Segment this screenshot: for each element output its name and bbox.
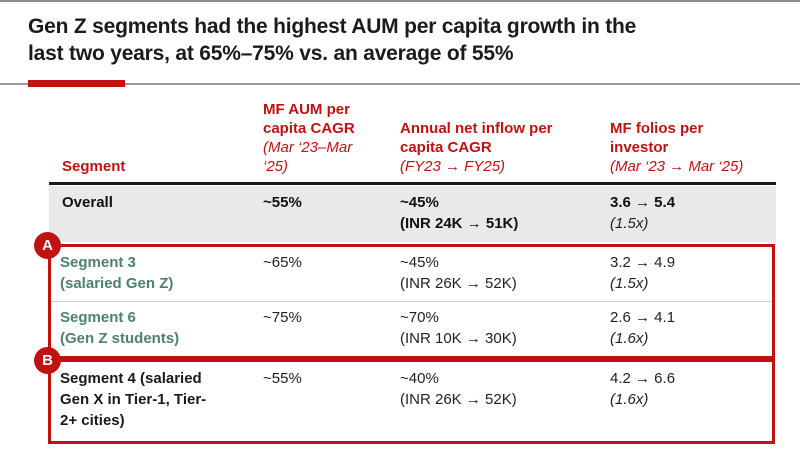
segment6-folios-cell: 2.6 → 4.1 (1.6x) <box>610 307 772 349</box>
column-header-inflow-cagr-label: Annual net inflow per capita CAGR <box>400 120 553 156</box>
highlight-box-b: B Segment 4 (salaried Gen X in Tier-1, T… <box>34 347 775 444</box>
table-row-segment-3: Segment 3 (salaried Gen Z) ~65% ~45% (IN… <box>51 247 772 301</box>
divider-line <box>0 83 800 85</box>
overall-segment-cell: Overall <box>49 192 263 234</box>
segment6-aum-value: ~75% <box>263 309 302 326</box>
column-header-segment-label: Segment <box>62 158 126 175</box>
overall-aum-value: ~55% <box>263 194 302 211</box>
badge-a: A <box>34 232 61 259</box>
segment4-folios-value: 4.2 → 6.6 <box>610 370 676 387</box>
segment6-name: Segment 6 (Gen Z students) <box>60 309 180 347</box>
segment6-aum-cell: ~75% <box>263 307 400 349</box>
column-header-inflow-cagr-period: (FY23 → FY25) <box>400 158 506 175</box>
column-header-segment: Segment <box>49 157 263 176</box>
table-row-overall: Overall ~55% ~45% (INR 24K → 51K) 3.6 → … <box>49 186 776 242</box>
top-border-line <box>0 0 800 2</box>
segment4-folios-cell: 4.2 → 6.6 (1.6x) <box>610 368 772 431</box>
slide-title: Gen Z segments had the highest AUM per c… <box>28 15 637 65</box>
segment4-aum-value: ~55% <box>263 370 302 387</box>
segment3-folios-value: 3.2 → 4.9 <box>610 254 676 271</box>
segment6-folios-value: 2.6 → 4.1 <box>610 309 676 326</box>
segment4-inflow-value: ~40% <box>400 370 439 387</box>
segment6-inflow-range: (INR 10K → 30K) <box>400 330 517 347</box>
title-divider <box>0 80 800 87</box>
overall-inflow-value: ~45% <box>400 194 439 211</box>
table-row-segment-4: Segment 4 (salaried Gen X in Tier-1, Tie… <box>51 362 772 441</box>
table-header-row: Segment MF AUM per capita CAGR (Mar ‘23–… <box>49 100 776 185</box>
segment6-inflow-value: ~70% <box>400 309 439 326</box>
segment3-inflow-cell: ~45% (INR 26K → 52K) <box>400 252 610 294</box>
segment3-folios-cell: 3.2 → 4.9 (1.5x) <box>610 252 772 294</box>
highlight-boxes: A Segment 3 (salaried Gen Z) ~65% ~45% (… <box>34 232 775 444</box>
overall-folios-cell: 3.6 → 5.4 (1.5x) <box>610 192 776 234</box>
segment3-aum-cell: ~65% <box>263 252 400 294</box>
overall-segment-name: Overall <box>62 194 113 211</box>
segment3-folios-multiple: (1.5x) <box>610 275 649 292</box>
badge-b: B <box>34 347 61 374</box>
segment4-name-cell: Segment 4 (salaried Gen X in Tier-1, Tie… <box>60 368 263 431</box>
segment4-name: Segment 4 (salaried Gen X in Tier-1, Tie… <box>60 370 207 429</box>
column-header-folios-period: (Mar ‘23 → Mar ‘25) <box>610 158 744 175</box>
column-header-folios: MF folios per investor (Mar ‘23 → Mar ‘2… <box>610 119 776 176</box>
overall-folios-value: 3.6 → 5.4 <box>610 194 676 211</box>
column-header-aum-cagr-period: (Mar ‘23–Mar ‘25) <box>263 139 353 175</box>
table-row-segment-6: Segment 6 (Gen Z students) ~75% ~70% (IN… <box>51 301 772 356</box>
column-header-aum-cagr: MF AUM per capita CAGR (Mar ‘23–Mar ‘25) <box>263 100 400 176</box>
segment4-aum-cell: ~55% <box>263 368 400 431</box>
overall-aum-cell: ~55% <box>263 192 400 234</box>
segment3-inflow-value: ~45% <box>400 254 439 271</box>
segment6-name-cell: Segment 6 (Gen Z students) <box>60 307 263 349</box>
overall-inflow-range: (INR 24K → 51K) <box>400 215 519 232</box>
segment4-inflow-range: (INR 26K → 52K) <box>400 391 517 408</box>
segment4-inflow-cell: ~40% (INR 26K → 52K) <box>400 368 610 431</box>
segment3-name-cell: Segment 3 (salaried Gen Z) <box>60 252 263 294</box>
accent-bar <box>28 80 125 87</box>
highlight-box-a: A Segment 3 (salaried Gen Z) ~65% ~45% (… <box>34 232 775 359</box>
column-header-inflow-cagr: Annual net inflow per capita CAGR (FY23 … <box>400 119 610 176</box>
column-header-aum-cagr-label: MF AUM per capita CAGR <box>263 101 355 137</box>
overall-folios-multiple: (1.5x) <box>610 215 649 232</box>
segment4-folios-multiple: (1.6x) <box>610 391 649 408</box>
segment6-inflow-cell: ~70% (INR 10K → 30K) <box>400 307 610 349</box>
segment3-inflow-range: (INR 26K → 52K) <box>400 275 517 292</box>
segment6-folios-multiple: (1.6x) <box>610 330 649 347</box>
segment3-name: Segment 3 (salaried Gen Z) <box>60 254 174 292</box>
segment3-aum-value: ~65% <box>263 254 302 271</box>
column-header-folios-label: MF folios per investor <box>610 120 704 156</box>
overall-inflow-cell: ~45% (INR 24K → 51K) <box>400 192 610 234</box>
